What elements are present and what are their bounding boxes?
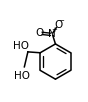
Text: HO: HO [13, 41, 29, 51]
Text: −: − [58, 18, 64, 24]
Text: N: N [48, 29, 56, 39]
Text: O: O [35, 28, 44, 38]
Text: O: O [54, 20, 62, 30]
Text: HO: HO [14, 71, 30, 81]
Text: +: + [51, 27, 57, 33]
